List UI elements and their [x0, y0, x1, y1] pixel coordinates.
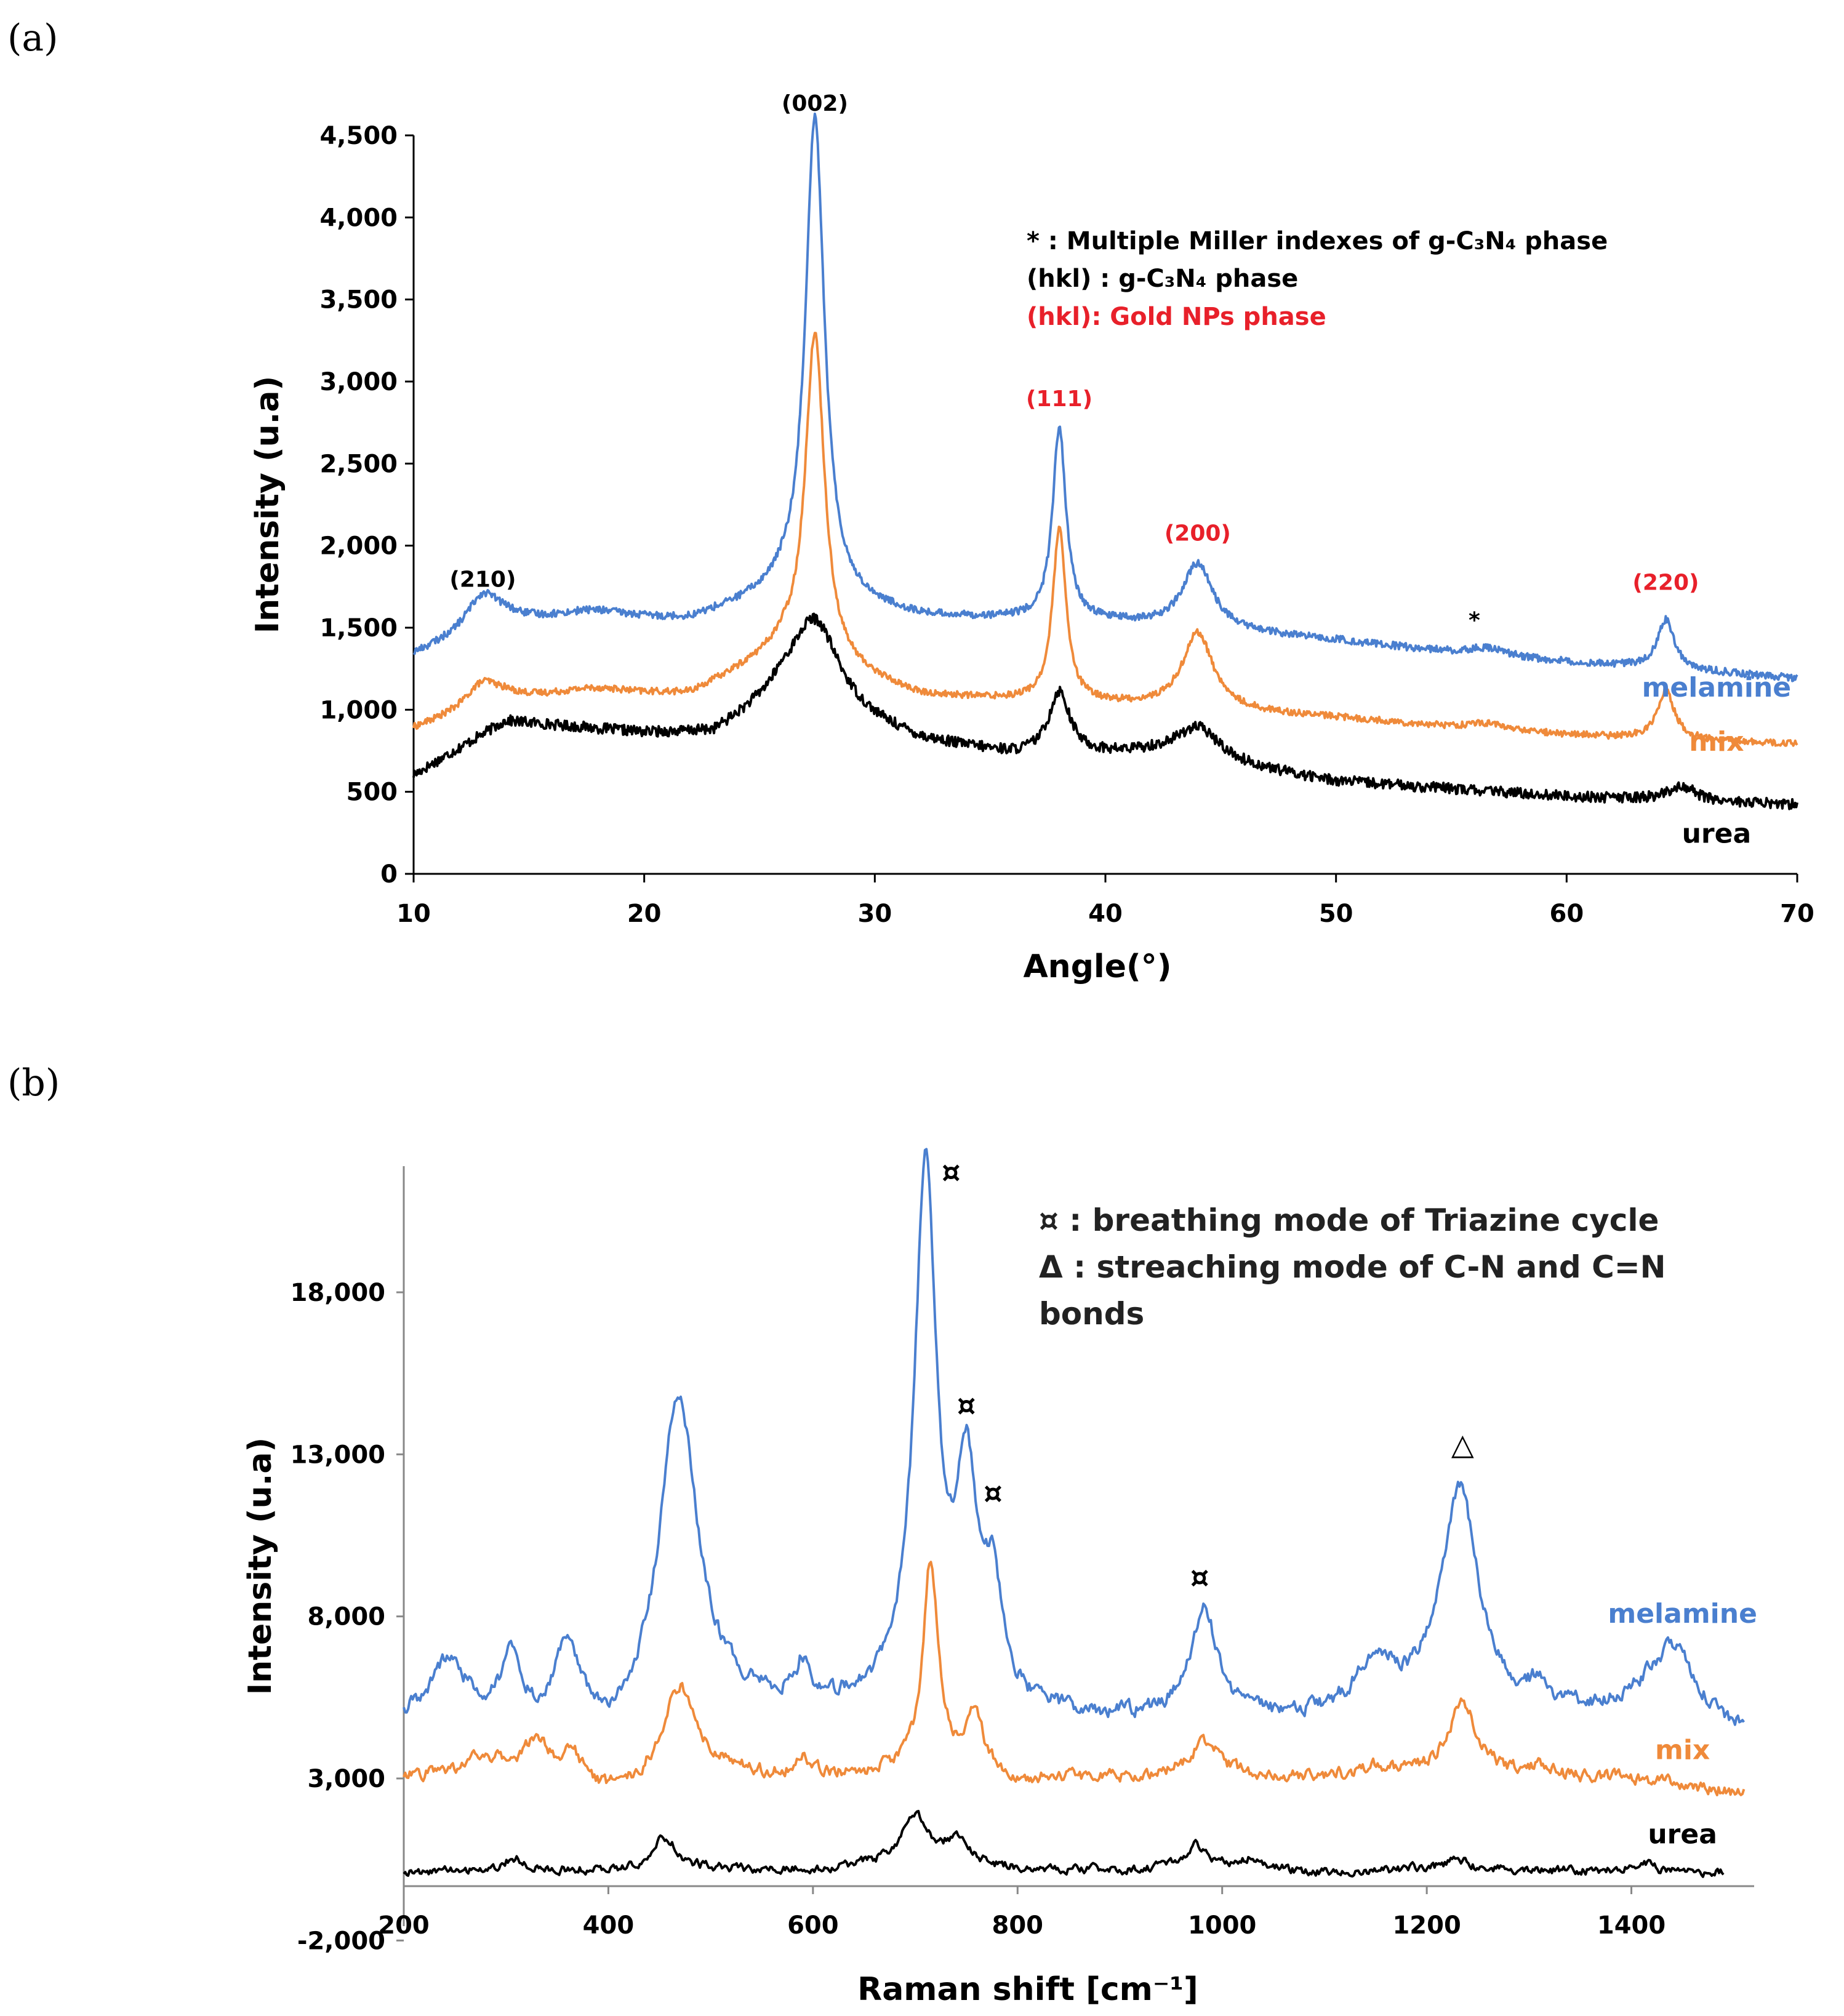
panel-b-y-tick-label: 3,000: [307, 1765, 385, 1793]
panel-b-trace-melamine: [403, 1148, 1746, 1726]
panel-a-y-tick-label: 500: [347, 778, 398, 807]
panel-b-y-tick-label: 13,000: [291, 1441, 385, 1469]
panel-b-series-labels: melamine mix urea: [1608, 1598, 1757, 1850]
panel-b-x-ticks: 200 400 600 800 1000 1200 1400: [378, 1886, 1666, 1940]
panel-a-series-label-mix: mix: [1689, 726, 1744, 758]
panel-a-series-label-urea: urea: [1682, 818, 1752, 849]
panel-a-y-tick-label: 1,500: [319, 614, 398, 642]
panel-b-y-axis-title: Intensity (u.a): [242, 1438, 279, 1695]
panel-a-y-tick-label: 0: [380, 860, 398, 889]
panel-a-peak-label: (220): [1632, 570, 1699, 596]
panel-a-x-tick-label: 20: [627, 900, 662, 928]
panel-a-y-tick-label: 3,000: [319, 368, 398, 396]
legend-bonds-text: bonds: [1039, 1296, 1144, 1332]
panel-label-b: (b): [7, 1062, 60, 1105]
panel-a-y-axis-title: Intensity (u.a): [249, 376, 286, 634]
panel-a-peak-label: (111): [1026, 386, 1092, 412]
panel-a-trace-mix: [412, 332, 1798, 747]
panel-a-peak-label: (200): [1165, 521, 1231, 546]
panel-a-peak-label: *: [1469, 608, 1480, 633]
panel-a-x-tick-label: 70: [1780, 900, 1814, 928]
panel-a-y-tick-label: 4,000: [319, 204, 398, 232]
panel-a-x-tick-label: 60: [1549, 900, 1584, 928]
panel-a-trace-urea: [412, 612, 1798, 810]
legend-stretching-text: Δ : streaching mode of C-N and C=N: [1039, 1249, 1666, 1285]
panel-a-x-ticks: 10 20 30 40 50 60 70: [396, 874, 1814, 928]
currency-sign-marker: ¤: [942, 1155, 961, 1190]
panel-a-y-tick-label: 4,500: [319, 122, 398, 150]
panel-b-x-tick-label: 1400: [1597, 1911, 1666, 1940]
legend-triazine-text: ¤ : breathing mode of Triazine cycle: [1039, 1202, 1659, 1238]
currency-sign-marker: ¤: [957, 1388, 976, 1423]
panel-label-a: (a): [7, 17, 58, 60]
panel-a-y-ticks: 0 500 1,000 1,500 2,000 2,500 3,000 3,500 4,000 4…: [319, 122, 414, 889]
currency-sign-marker: ¤: [1190, 1560, 1209, 1594]
panel-a-y-tick-label: 2,500: [319, 450, 398, 478]
panel-b-raman-chart: (b) -2,000 3,000 8,000 13,000 18,000 200 400 6…: [7, 1062, 1757, 2008]
panel-b-traces: [403, 1148, 1746, 1878]
panel-a-x-tick-label: 10: [396, 900, 431, 928]
panel-a-y-tick-label: 2,000: [319, 532, 398, 561]
panel-b-y-tick-label: 18,000: [291, 1279, 385, 1307]
panel-b-peak-markers: ¤ ¤ ¤ ¤ △: [942, 1155, 1474, 1594]
panel-a-peak-label: (002): [782, 91, 848, 116]
panel-a-x-tick-label: 30: [857, 900, 892, 928]
panel-b-x-tick-label: 1200: [1392, 1911, 1461, 1940]
panel-a-y-tick-label: 1,000: [319, 696, 398, 724]
panel-b-y-tick-label: 8,000: [307, 1603, 385, 1631]
legend-asterisk-text: * : Multiple Miller indexes of g-C₃N₄ ph…: [1027, 227, 1608, 255]
panel-a-traces: [412, 112, 1798, 810]
legend-hkl-gold-text: (hkl): Gold NPs phase: [1027, 303, 1326, 331]
panel-b-legend: ¤ : breathing mode of Triazine cycle Δ :…: [1039, 1202, 1666, 1332]
panel-a-peak-labels: (210) (002) (111) (200) * (220): [449, 91, 1699, 633]
panel-a-x-axis-title: Angle(°): [1023, 948, 1171, 985]
triangle-icon: △: [1451, 1427, 1474, 1462]
panel-a-legend: * : Multiple Miller indexes of g-C₃N₄ ph…: [1027, 227, 1608, 331]
panel-b-x-axis-title: Raman shift [cm⁻¹]: [857, 1971, 1198, 2008]
panel-a-xrd-chart: (a) 0 500 1,000 1,500 2,000 2,500 3,000 3,500 4,…: [7, 17, 1814, 985]
panel-b-series-label-mix: mix: [1655, 1734, 1710, 1766]
panel-b-series-label-melamine: melamine: [1608, 1598, 1757, 1630]
panel-b-y-tick-label: -2,000: [297, 1927, 385, 1955]
panel-b-y-ticks: -2,000 3,000 8,000 13,000 18,000: [291, 1279, 404, 1955]
panel-a-peak-label: (210): [449, 567, 516, 592]
panel-b-trace-urea: [403, 1810, 1725, 1878]
panel-a-trace-melamine: [412, 112, 1798, 682]
panel-b-x-tick-label: 200: [378, 1911, 430, 1940]
panel-a-x-tick-label: 40: [1088, 900, 1123, 928]
panel-a-series-labels: melamine mix urea: [1642, 672, 1792, 849]
panel-b-series-label-urea: urea: [1648, 1818, 1717, 1850]
legend-hkl-gc3n4-text: (hkl) : g-C₃N₄ phase: [1027, 265, 1298, 293]
panel-b-trace-mix: [403, 1561, 1746, 1797]
panel-b-x-tick-label: 400: [583, 1911, 635, 1940]
panel-a-x-tick-label: 50: [1319, 900, 1353, 928]
panel-b-x-tick-label: 800: [992, 1911, 1044, 1940]
panel-b-x-tick-label: 1000: [1188, 1911, 1256, 1940]
panel-b-x-tick-label: 600: [787, 1911, 839, 1940]
panel-a-y-tick-label: 3,500: [319, 286, 398, 314]
panel-a-series-label-melamine: melamine: [1642, 672, 1792, 703]
currency-sign-marker: ¤: [984, 1476, 1003, 1510]
